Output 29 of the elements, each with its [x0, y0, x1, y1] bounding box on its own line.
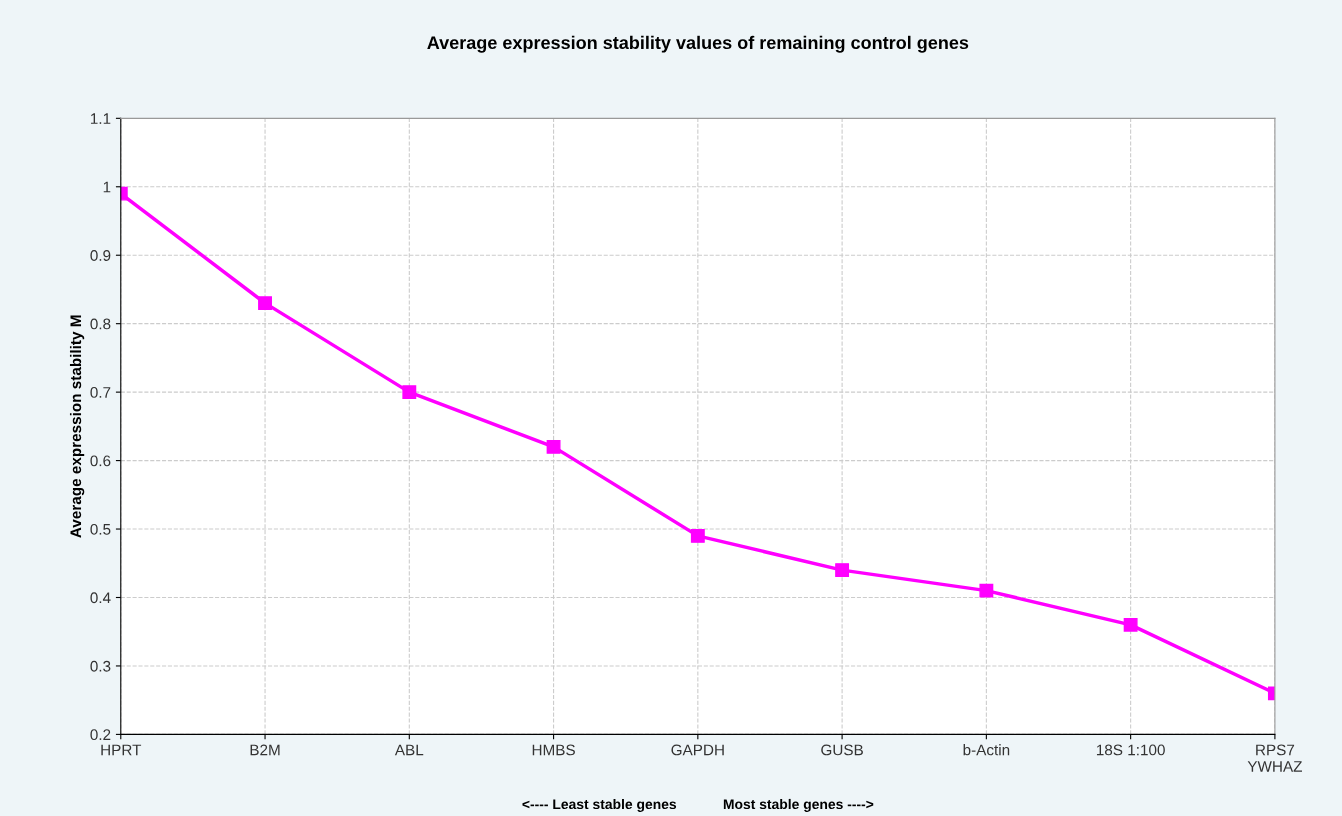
x-tick-label: ABL — [394, 744, 424, 756]
x-tick-label: GAPDH — [671, 744, 724, 756]
point — [1123, 617, 1138, 632]
y-tick-label: 0.6 — [90, 455, 111, 467]
y-tick-label: 0.2 — [90, 729, 111, 741]
point — [835, 563, 850, 578]
chart-title: Average expression stability values of remaining control genes — [427, 35, 969, 53]
y-tick-label: 0.7 — [90, 387, 111, 398]
point — [546, 439, 561, 454]
x-tick-label: b-Actin — [963, 744, 1010, 756]
x-tick-label: HMBS — [532, 744, 575, 756]
point — [402, 385, 417, 400]
x-tick-label: HPRT — [101, 744, 142, 756]
x-tick-label: GUSB — [821, 744, 863, 756]
text: <---- Least stable genes Most stable genes ----> — [522, 798, 874, 812]
x-tick-label: 18S 1:100 — [1096, 744, 1165, 756]
point — [258, 296, 272, 311]
y-tick-label: 0.8 — [90, 318, 111, 330]
y-tick-label: 0.9 — [90, 250, 111, 261]
point — [979, 583, 994, 598]
x-tick-label: B2M — [250, 744, 280, 756]
point — [690, 528, 705, 543]
y-tick-label: 0.4 — [90, 592, 111, 604]
y-axis-title: Average expression stability M — [69, 315, 85, 538]
x-tick-label: RPS7 YWHAZ — [1247, 744, 1302, 772]
y-tick-label: 0.3 — [90, 660, 111, 672]
y-tick-label: 0.5 — [90, 523, 111, 535]
y-tick-label: 1 — [103, 181, 111, 193]
y-tick-label: 1.1 — [90, 113, 111, 124]
